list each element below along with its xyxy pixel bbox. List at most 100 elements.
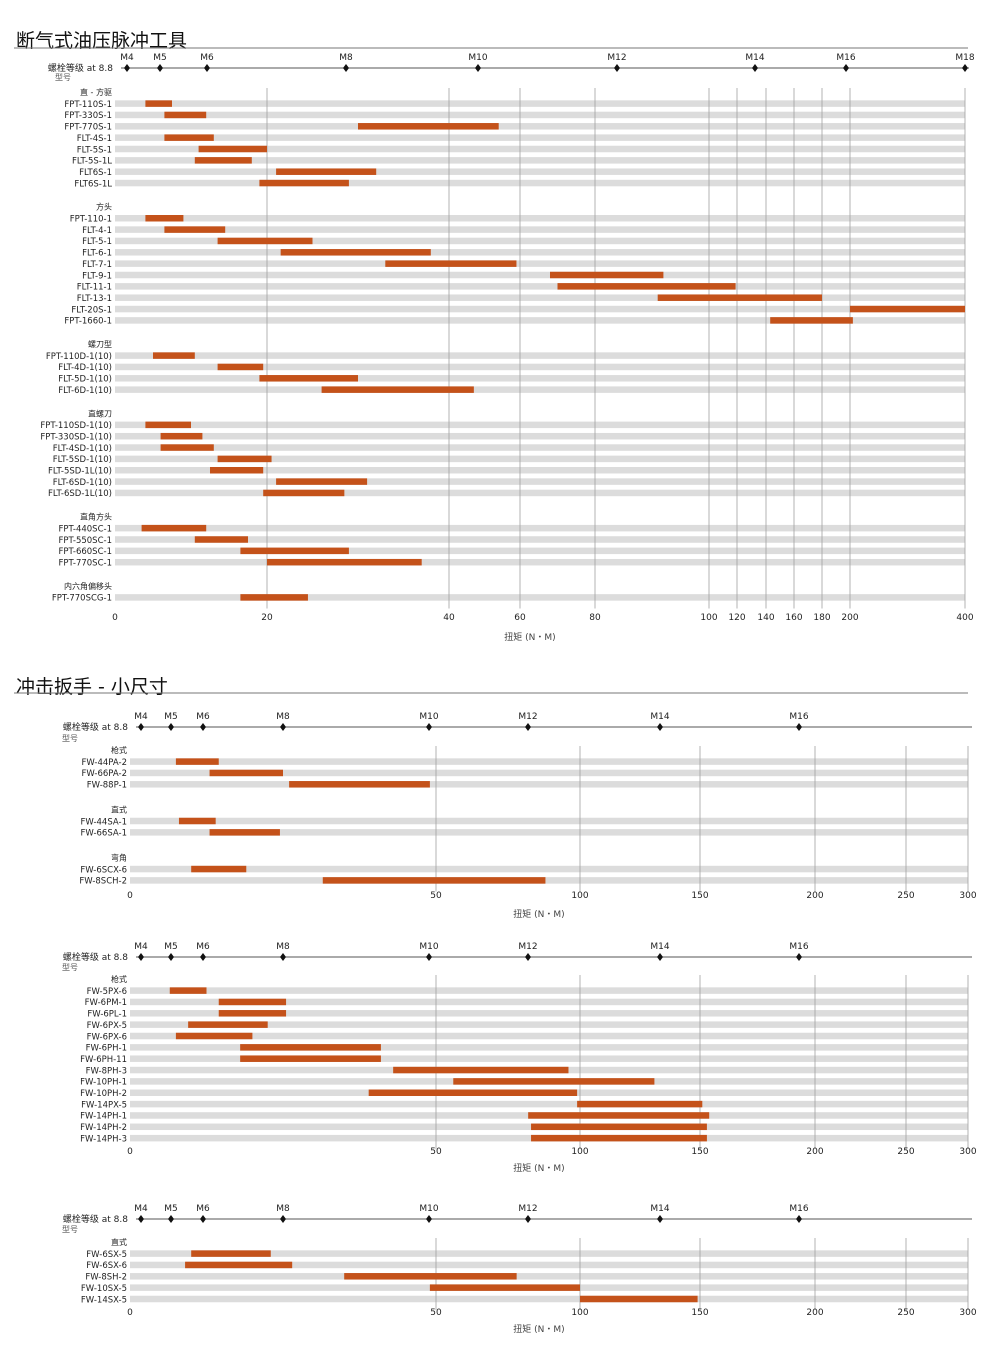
pulse-tools-model-name: FPT-1660-1 — [64, 317, 112, 327]
pulse-tools-model-name: FLT-4-1 — [82, 226, 112, 236]
pulse-tools-track — [115, 432, 965, 440]
impact-wrench-2-bolt-grade-M8: M8 — [276, 942, 290, 952]
pulse-tools-bar-FLT-4D-1(10) — [217, 363, 264, 371]
impact-wrench-2-model-name: FW-14PH-1 — [80, 1112, 127, 1122]
pulse-tools-track — [115, 179, 965, 187]
pulse-tools-track — [115, 249, 965, 256]
pulse-tools-bolt-grade-M18: M18 — [955, 53, 974, 63]
impact-wrench-1-bolt-grade-M6: M6 — [196, 712, 210, 722]
pulse-tools-tick-label-40: 40 — [443, 613, 455, 623]
impact-wrench-2-track — [130, 1044, 968, 1051]
pulse-tools-model-name: FLT6S-1 — [79, 168, 112, 178]
impact-wrench-1-model-name: FW-66SA-1 — [81, 829, 128, 839]
impact-wrench-2-tick-label-300: 300 — [959, 1147, 976, 1157]
impact-wrench-3-bolt-grade-label: 螺栓等级 at 8.8 — [63, 1213, 128, 1225]
impact-wrench-1-bolt-grade-M10: M10 — [419, 712, 438, 722]
impact-wrench-1-track — [130, 829, 968, 836]
pulse-tools-bar-FLT6S-1L — [259, 179, 349, 187]
impact-wrench-1-tick-label-50: 50 — [430, 891, 442, 901]
pulse-tools-group-label: 方头 — [96, 202, 112, 212]
impact-wrench-2-tick-label-50: 50 — [430, 1147, 442, 1157]
impact-wrench-2-bolt-grade-marker-M14 — [657, 953, 663, 961]
pulse-tools-bolt-grade-M5: M5 — [153, 53, 167, 63]
pulse-tools-group-label: 螺刀型 — [88, 339, 112, 349]
pulse-tools-bar-FLT-5SD-1(10) — [217, 455, 272, 463]
impact-wrench-3-model-name: FW-6SX-6 — [86, 1261, 127, 1271]
pulse-tools-model-name: FLT-4D-1(10) — [58, 363, 112, 373]
pulse-tools-bar-FLT-5S-1L — [194, 157, 252, 164]
impact-wrench-3-bolt-grade-M8: M8 — [276, 1204, 290, 1214]
pulse-tools-bar-FLT-13-1 — [657, 294, 822, 301]
pulse-tools-bar-FPT-440SC-1 — [141, 524, 207, 532]
pulse-tools-bolt-grade-M8: M8 — [339, 53, 353, 63]
impact-wrench-3-bolt-grade-marker-M12 — [525, 1215, 531, 1223]
impact-wrench-1-bolt-grade-marker-M5 — [168, 723, 174, 731]
impact-wrench-3-model-label: 型号 — [62, 1225, 78, 1234]
pulse-tools-tick-label-80: 80 — [589, 613, 601, 623]
pulse-tools-track — [115, 145, 965, 153]
impact-wrench-3-track — [130, 1250, 968, 1257]
pulse-tools-track — [115, 215, 965, 222]
impact-wrench-3-bolt-grade-M10: M10 — [419, 1204, 438, 1214]
impact-wrench-1-bolt-grade-M16: M16 — [789, 712, 808, 722]
pulse-tools-model-name: FLT-4SD-1(10) — [53, 444, 112, 454]
impact-wrench-1-model-name: FW-6SCX-6 — [80, 865, 127, 875]
impact-wrench-3-track — [130, 1273, 968, 1280]
impact-wrench-1-bolt-grade-label: 螺栓等级 at 8.8 — [63, 721, 128, 733]
impact-wrench-2-bar-FW-5PX-6 — [169, 987, 207, 994]
pulse-tools-tick-label-100: 100 — [700, 613, 717, 623]
pulse-tools-model-name: FPT-550SC-1 — [58, 536, 112, 546]
pulse-tools-tick-label-160: 160 — [785, 613, 802, 623]
impact-wrench-2-group-label: 枪式 — [111, 974, 127, 984]
impact-wrench-2-track — [130, 1032, 968, 1040]
impact-wrench-2-bar-FW-10PH-2 — [368, 1089, 578, 1096]
pulse-tools-model-name: FPT-330S-1 — [64, 111, 112, 121]
pulse-tools-bolt-grade-marker-M18 — [962, 64, 968, 72]
pulse-tools-track — [115, 594, 965, 601]
pulse-tools-model-name: FPT-660SC-1 — [58, 547, 112, 557]
pulse-tools-x-axis-label: 扭矩 (N・M) — [504, 631, 555, 643]
pulse-tools-model-name: FLT-4S-1 — [77, 134, 112, 144]
impact-wrench-1-bolt-grade-marker-M8 — [280, 723, 286, 731]
impact-wrench-3-track — [130, 1295, 968, 1303]
impact-wrench-2-model-name: FW-6PL-1 — [87, 1010, 127, 1020]
pulse-tools-bolt-grade-M14: M14 — [745, 53, 764, 63]
impact-wrench-2-bolt-grade-M5: M5 — [164, 942, 178, 952]
pulse-tools-model-name: FLT-5S-1L — [72, 157, 112, 167]
impact-wrench-1-track — [130, 781, 968, 788]
impact-wrench-3-tick-label-250: 250 — [897, 1308, 914, 1318]
impact-wrench-2-bolt-grade-M10: M10 — [419, 942, 438, 952]
impact-wrench-1-bolt-grade-M14: M14 — [650, 712, 669, 722]
impact-wrench-1-model-name: FW-88P-1 — [87, 781, 127, 791]
impact-wrench-2-track — [130, 1100, 968, 1108]
pulse-tools-bolt-grade-marker-M5 — [157, 64, 163, 72]
impact-wrench-2-bar-FW-14PH-1 — [528, 1112, 710, 1119]
impact-wrench-3-bolt-grade-M4: M4 — [134, 1204, 148, 1214]
impact-wrench-3-bolt-grade-marker-M5 — [168, 1215, 174, 1223]
pulse-tools-bar-FLT-4S-1 — [164, 134, 214, 141]
pulse-tools-track — [115, 386, 965, 393]
impact-wrench-3-bolt-grade-marker-M14 — [657, 1215, 663, 1223]
impact-wrench-1-bolt-grade-marker-M6 — [200, 723, 206, 731]
pulse-tools-track — [115, 444, 965, 451]
impact-wrench-3-tick-label-150: 150 — [691, 1308, 708, 1318]
impact-wrench-1-bar-FW-88P-1 — [289, 781, 430, 788]
impact-wrench-2-tick-label-100: 100 — [571, 1147, 588, 1157]
pulse-tools-track — [115, 467, 965, 474]
impact-wrench-3-model-name: FW-6SX-5 — [86, 1250, 127, 1260]
impact-wrench-1-bolt-grade-M12: M12 — [518, 712, 537, 722]
impact-wrench-2-bolt-grade-M12: M12 — [518, 942, 537, 952]
pulse-tools-bar-FLT-6-1 — [280, 249, 431, 256]
pulse-tools-model-name: FLT-6SD-1(10) — [53, 478, 112, 488]
pulse-tools-bar-FPT-330SD-1(10) — [160, 432, 203, 440]
section-title-pulse-tools: 断气式油压脉冲工具 — [16, 30, 188, 52]
impact-wrench-3-track — [130, 1261, 968, 1269]
pulse-tools-tick-label-0: 0 — [112, 613, 118, 623]
impact-wrench-3-tick-label-50: 50 — [430, 1308, 442, 1318]
impact-wrench-1-bar-FW-8SCH-2 — [322, 877, 546, 884]
pulse-tools-model-name: FPT-770SCG-1 — [52, 594, 112, 604]
impact-wrench-1-track — [130, 769, 968, 777]
pulse-tools-track — [115, 421, 965, 429]
pulse-tools-bar-FPT-110-1 — [145, 215, 184, 222]
impact-wrench-1-bolt-grade-marker-M10 — [426, 723, 432, 731]
